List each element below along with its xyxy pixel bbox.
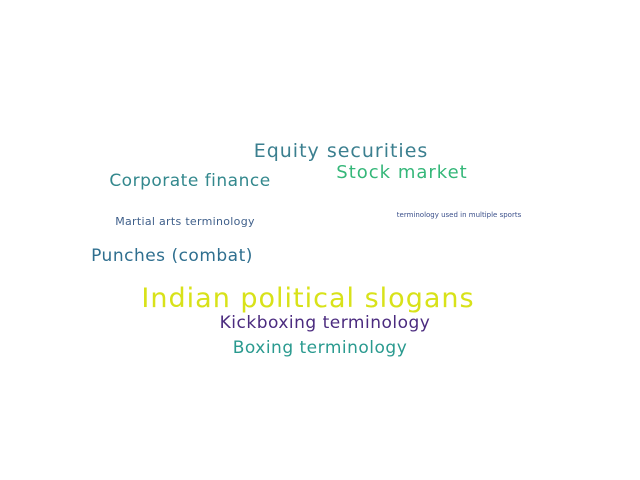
word-kickboxing-terminology: Kickboxing terminology [219, 313, 431, 333]
word-corporate-finance: Corporate finance [109, 171, 271, 191]
word-indian-political-slogans: Indian political slogans [141, 283, 475, 314]
word-martial-arts-terminology: Martial arts terminology [115, 215, 255, 228]
word-punches-combat: Punches (combat) [91, 246, 253, 266]
word-stock-market: Stock market [336, 162, 468, 183]
word-boxing-terminology: Boxing terminology [232, 338, 408, 358]
word-equity-securities: Equity securities [253, 140, 429, 162]
word-terminology-multiple-sports: terminology used in multiple sports [396, 211, 522, 219]
